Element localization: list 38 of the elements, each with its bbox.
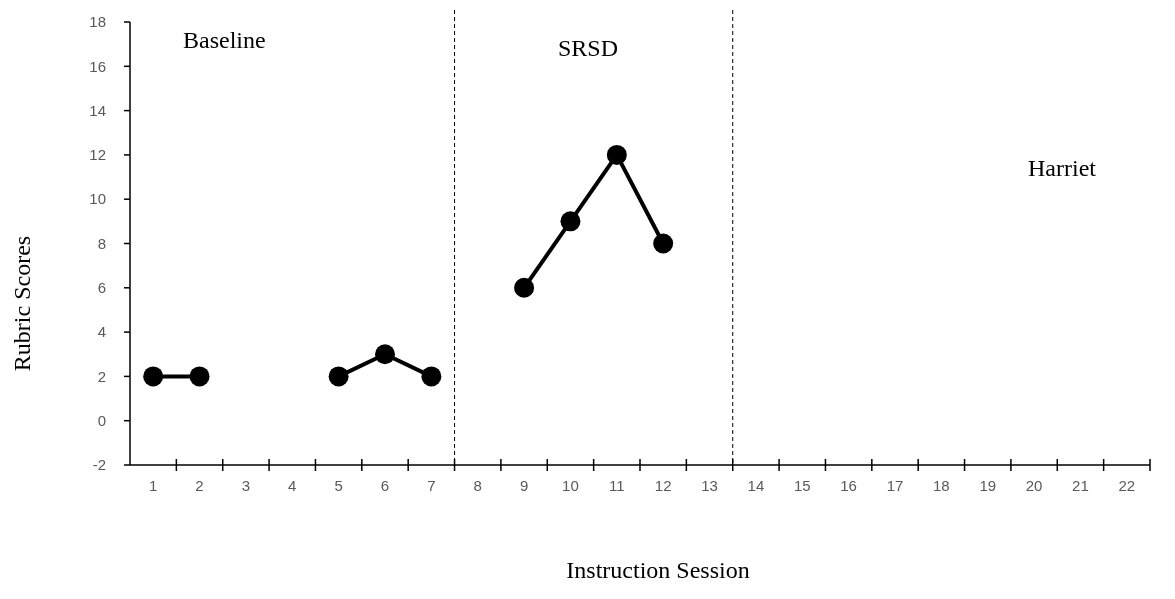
y-tick-label: 4 bbox=[97, 323, 106, 341]
y-tick-label: 16 bbox=[89, 57, 106, 75]
x-tick-label: 19 bbox=[979, 477, 997, 494]
x-tick-label: 10 bbox=[562, 477, 579, 494]
y-tick-label: 14 bbox=[89, 101, 106, 119]
x-tick-label: 9 bbox=[519, 477, 529, 494]
x-tick-label: 21 bbox=[1072, 477, 1089, 494]
y-tick-label: 6 bbox=[97, 279, 106, 297]
y-tick-label: 2 bbox=[97, 367, 106, 385]
annotation: Harriet bbox=[1028, 155, 1097, 182]
y-tick-label: 10 bbox=[89, 190, 106, 208]
y-tick-label: -2 bbox=[92, 456, 106, 474]
x-tick-label: 15 bbox=[793, 477, 811, 494]
x-tick-label: 17 bbox=[886, 477, 904, 494]
x-tick-label: 4 bbox=[288, 477, 297, 494]
y-tick-label: 8 bbox=[97, 234, 106, 252]
x-tick-label: 13 bbox=[701, 477, 718, 494]
x-tick-label: 22 bbox=[1118, 477, 1136, 494]
x-tick-label: 2 bbox=[195, 477, 204, 494]
x-axis-title: Instruction Session bbox=[566, 557, 750, 583]
x-tick-label: 6 bbox=[380, 477, 390, 494]
annotation: Baseline bbox=[183, 27, 266, 54]
x-tick-label: 18 bbox=[933, 477, 950, 494]
x-tick-label: 5 bbox=[334, 477, 343, 494]
x-tick-label: 20 bbox=[1025, 477, 1043, 494]
annotation: SRSD bbox=[558, 35, 619, 62]
y-axis-title: Rubric Scores bbox=[9, 235, 35, 372]
x-tick-label: 7 bbox=[427, 477, 436, 494]
x-tick-label: 12 bbox=[654, 477, 672, 494]
y-tick-label: 18 bbox=[89, 13, 106, 31]
x-tick-label: 1 bbox=[149, 477, 158, 494]
y-tick-label: 0 bbox=[97, 411, 106, 429]
x-tick-label: 11 bbox=[609, 477, 625, 494]
x-tick-label: 8 bbox=[473, 477, 482, 494]
x-tick-label: 14 bbox=[747, 477, 765, 494]
x-tick-label: 3 bbox=[241, 477, 251, 494]
y-tick-label: 12 bbox=[89, 146, 106, 164]
x-tick-label: 16 bbox=[840, 477, 857, 494]
